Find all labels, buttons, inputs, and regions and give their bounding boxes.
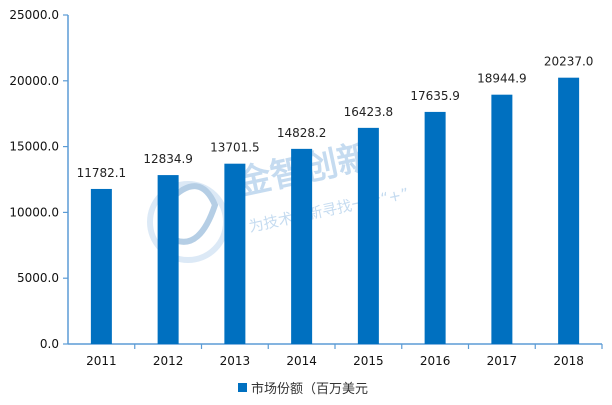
data-label-2016: 17635.9 (410, 89, 460, 103)
y-tick-label: 0.0 (40, 337, 59, 351)
watermark-swirl-icon (167, 183, 219, 245)
bar-2011 (90, 188, 112, 344)
x-tick-label-2011: 2011 (86, 354, 117, 368)
x-tick-label-2014: 2014 (286, 354, 317, 368)
x-tick-label-2012: 2012 (153, 354, 184, 368)
legend-swatch (238, 383, 247, 392)
y-tick-label: 20000.0 (9, 74, 59, 88)
y-tick-label: 15000.0 (9, 140, 59, 154)
data-label-2015: 16423.8 (344, 105, 394, 119)
bar-2017 (491, 94, 513, 344)
x-tick-label-2015: 2015 (353, 354, 384, 368)
data-label-2018: 20237.0 (544, 55, 594, 69)
bar-2012 (157, 175, 179, 344)
data-label-2014: 14828.2 (277, 126, 327, 140)
bar-2016 (424, 111, 446, 344)
x-tick-label-2018: 2018 (553, 354, 584, 368)
x-tick-label-2016: 2016 (420, 354, 451, 368)
axes: 0.0 5000.0 10000.0 15000.0 20000.0 25000.0 201… (9, 8, 603, 368)
y-tick-label: 10000.0 (9, 205, 59, 219)
bar-2018 (558, 77, 580, 344)
x-tick-label-2017: 2017 (487, 354, 518, 368)
data-labels: 11782.1 12834.9 13701.5 14828.2 16423.8 17635… (77, 55, 594, 180)
bar-2015 (357, 127, 379, 344)
data-label-2017: 18944.9 (477, 72, 527, 86)
legend: 市场份额（百万美元 (238, 381, 368, 397)
y-tick-label: 25000.0 (9, 8, 59, 22)
legend-label: 市场份额（百万美元 (251, 381, 368, 397)
data-label-2013: 13701.5 (210, 141, 260, 155)
y-tick-label: 5000.0 (17, 271, 59, 285)
bar-2013 (224, 163, 246, 344)
data-label-2011: 11782.1 (77, 166, 127, 180)
bar-2014 (291, 148, 313, 344)
bars (90, 77, 580, 344)
x-tick-label-2013: 2013 (220, 354, 251, 368)
data-label-2012: 12834.9 (143, 152, 193, 166)
